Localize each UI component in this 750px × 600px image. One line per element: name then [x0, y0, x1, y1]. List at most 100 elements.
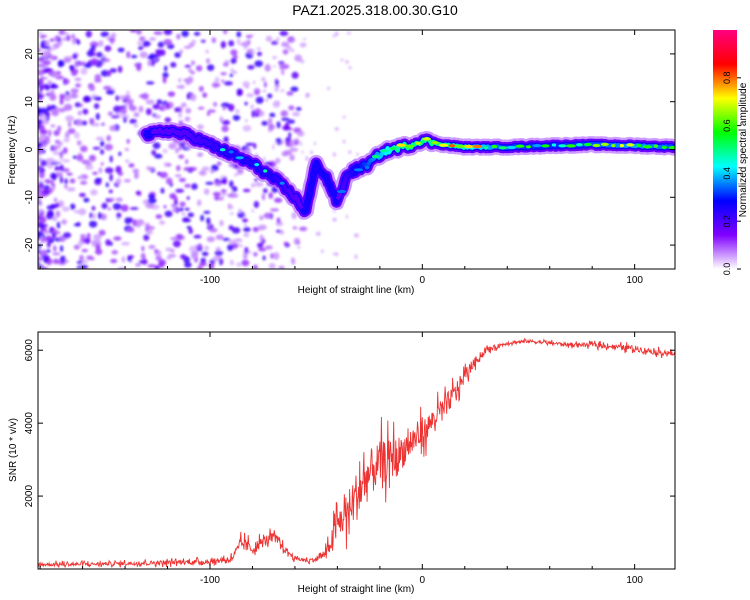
spectrogram-noise-blob — [279, 63, 284, 70]
spectrogram-noise-blob — [95, 248, 103, 255]
ridge-peak — [583, 142, 592, 147]
spectrogram-noise-blob — [242, 125, 252, 132]
spectrogram-noise-blob — [200, 39, 206, 43]
spectrogram-noise-blob — [127, 255, 135, 259]
spectrogram-noise-blob — [188, 228, 193, 234]
spectrogram-noise-blob — [149, 37, 157, 41]
spectrogram-noise-blob — [73, 223, 81, 227]
spectrogram-noise-blob — [232, 114, 241, 121]
spectrogram-noise-blob — [115, 178, 122, 185]
spectrogram-noise-blob — [135, 262, 141, 267]
spectrogram-noise-blob — [132, 219, 138, 227]
spectrogram-noise-blob — [184, 207, 190, 211]
ridge-peak — [642, 145, 653, 149]
spectrogram-noise-blob — [222, 30, 228, 35]
spectrogram-noise-blob — [105, 182, 109, 188]
spectrogram-noise-blob — [69, 65, 75, 72]
ridge-peak — [254, 163, 260, 167]
spectrogram-noise-blob — [40, 76, 45, 81]
spectrogram-noise-blob — [53, 197, 58, 203]
ridge-peak — [431, 141, 440, 145]
spectrogram-noise-blob — [50, 183, 56, 187]
spectrogram-noise-blob — [145, 108, 152, 116]
spectrogram-noise-blob — [89, 117, 95, 125]
spectrogram-noise-blob — [92, 171, 98, 175]
spectrogram-noise-blob — [53, 159, 58, 163]
spectrogram-noise-blob — [75, 83, 82, 88]
spectrogram-noise-blob — [76, 260, 83, 264]
spectrogram-noise-blob — [143, 234, 150, 241]
spectrogram-noise-blob — [206, 217, 211, 225]
spectrogram-noise — [38, 30, 359, 269]
spectrogram-noise-blob — [257, 242, 264, 248]
spectrogram-noise-blob — [163, 65, 168, 72]
spectrogram-noise-blob — [206, 236, 215, 243]
spectrogram-noise-blob — [232, 186, 238, 193]
spectrogram-noise-blob — [288, 105, 295, 111]
spectrogram-noise-blob — [291, 71, 299, 79]
spectrogram-noise-blob — [229, 180, 234, 188]
spectrogram-noise-blob — [42, 70, 48, 74]
spectrogram-noise-blob — [227, 203, 232, 210]
spectrogram-noise-blob — [109, 241, 113, 246]
spectrogram-noise-blob — [77, 110, 83, 116]
ridge-peak — [396, 143, 406, 147]
spectrogram-noise-blob — [100, 162, 104, 166]
spectrogram-noise-blob — [175, 147, 179, 154]
spectrogram-x-tick-label: 0 — [420, 275, 426, 286]
spectrogram-noise-blob — [93, 103, 100, 109]
spectrogram-noise-blob — [206, 112, 211, 116]
spectrogram-noise-blob — [221, 79, 225, 83]
spectrogram-noise-blob — [157, 171, 162, 176]
spectrogram-noise-blob — [72, 53, 78, 60]
spectrogram-noise-blob — [243, 226, 251, 233]
spectrogram-noise-blob — [115, 165, 122, 174]
spectrogram-noise-blob — [76, 118, 83, 127]
spectrogram-noise-blob — [246, 93, 255, 98]
spectrogram-noise-blob — [135, 219, 145, 226]
spectrogram-noise-blob — [61, 159, 71, 163]
spectrogram-noise-blob — [242, 253, 248, 260]
spectrogram-noise-blob — [124, 159, 130, 163]
spectrogram-noise-blob — [40, 226, 45, 230]
spectrogram-noise-blob — [216, 161, 222, 166]
spectrogram-noise-blob — [315, 231, 321, 236]
spectrogram-noise-blob — [49, 93, 57, 101]
spectrogram-noise-blob — [44, 76, 48, 80]
spectrogram-noise-blob — [76, 265, 81, 269]
spectrogram-noise-blob — [146, 167, 156, 171]
spectrogram-noise-blob — [63, 103, 73, 111]
spectrogram-noise-blob — [63, 147, 68, 154]
spectrogram-noise-blob — [292, 111, 300, 117]
spectrogram-noise-blob — [201, 251, 209, 257]
spectrogram-noise-blob — [44, 111, 51, 118]
ridge-peak — [472, 144, 483, 149]
spectrogram-noise-blob — [38, 92, 42, 99]
spectrogram-noise-blob — [84, 237, 91, 244]
ridge-peak — [636, 143, 642, 148]
spectrogram-noise-blob — [179, 207, 184, 212]
spectrogram-noise-blob — [66, 34, 71, 42]
spectrogram-noise-blob — [121, 256, 126, 263]
spectrogram-noise-blob — [83, 197, 90, 203]
spectrogram-noise-blob — [190, 70, 195, 75]
spectrogram-noise-blob — [354, 233, 359, 238]
spectrogram-noise-blob — [174, 174, 182, 178]
spectrogram-noise-blob — [209, 227, 218, 233]
spectrogram-noise-blob — [59, 255, 66, 263]
spectrogram-noise-blob — [46, 106, 52, 111]
spectrogram-noise-blob — [64, 178, 68, 185]
spectrogram-noise-blob — [243, 215, 247, 218]
colorbar-tick-label: 0.6 — [722, 119, 732, 132]
spectrogram-noise-blob — [42, 83, 48, 90]
spectrogram-noise-blob — [270, 253, 274, 259]
spectrogram-noise-blob — [172, 208, 177, 213]
ridge-peak — [491, 144, 498, 149]
spectrogram-noise-blob — [215, 234, 224, 240]
spectrogram-noise-blob — [205, 49, 209, 54]
spectrogram-noise-blob — [182, 217, 189, 222]
spectrogram-noise-blob — [55, 75, 64, 80]
spectrogram-noise-blob — [70, 93, 77, 99]
spectrogram-noise-blob — [97, 212, 103, 220]
spectrogram-noise-blob — [49, 46, 57, 51]
